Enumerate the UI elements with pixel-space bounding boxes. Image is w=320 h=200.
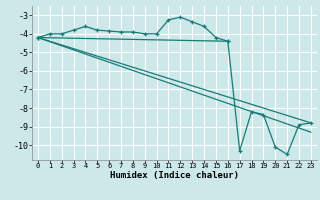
X-axis label: Humidex (Indice chaleur): Humidex (Indice chaleur) [110, 171, 239, 180]
